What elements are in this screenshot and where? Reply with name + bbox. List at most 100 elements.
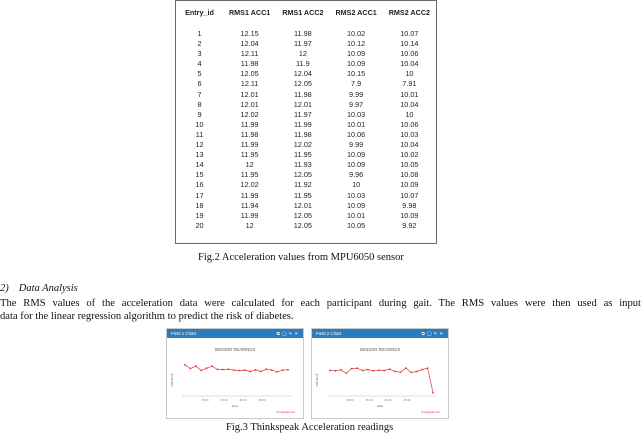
data-point <box>281 369 284 371</box>
data-point <box>265 368 268 371</box>
table-cell: 10.14 <box>400 39 419 49</box>
paragraph-line-1: The RMS values of the acceleration data … <box>0 298 641 309</box>
table-cell: 10.15 <box>346 69 366 79</box>
external-link-icon[interactable]: ⧉ <box>276 331 282 336</box>
table-cell: 10.06 <box>346 129 366 139</box>
panel-header: Field 2 Chart ⧉◯✎✕ <box>312 329 448 338</box>
table-row: 1 12.15 11.98 10.02 10.07 <box>176 29 436 39</box>
table-cell: 10 <box>352 180 361 190</box>
table-cell: 12 <box>245 160 254 170</box>
table-cell: 12.01 <box>293 200 312 210</box>
series-line <box>329 367 434 393</box>
table-cell: 11 <box>195 129 204 139</box>
table-cell: 11.94 <box>240 200 259 210</box>
data-point <box>211 365 213 368</box>
table-cell: 10.09 <box>346 200 366 210</box>
table-cell: 12.11 <box>240 49 259 59</box>
table-cell: 9.97 <box>349 99 364 109</box>
x-tick-label: 15:20 <box>240 398 247 402</box>
chart-title: SENSOR READINGS <box>215 347 256 352</box>
data-point <box>350 367 353 370</box>
table-cell: 2 <box>197 39 202 49</box>
data-point <box>367 368 369 371</box>
table-cell: 20 <box>195 220 204 230</box>
table-cell: 11.93 <box>294 160 312 170</box>
data-point <box>339 368 342 371</box>
table-cell: 12.15 <box>240 29 259 38</box>
section-heading: 2) Data Analysis <box>0 283 78 294</box>
data-point <box>388 368 391 371</box>
table-row: 11 11.98 11.98 10.06 10.03 <box>176 130 436 140</box>
data-point <box>260 370 262 373</box>
column-header: RMS2 ACC2 <box>388 7 431 17</box>
close-icon[interactable]: ✕ <box>294 331 300 336</box>
table-cell: 11.99 <box>240 140 259 150</box>
external-link-icon[interactable]: ⧉ <box>421 331 427 336</box>
table-cell: 12.05 <box>293 79 312 89</box>
table-cell: 11.97 <box>294 39 312 49</box>
data-point <box>410 371 413 374</box>
x-tick-label: 15:20 <box>385 398 392 402</box>
table-header-row: Entry_id RMS1 ACC1 RMS1 ACC2 RMS2 ACC1 RMS2 … <box>176 1 436 23</box>
data-point <box>421 368 424 371</box>
data-point <box>415 370 418 373</box>
table-cell: 18 <box>195 200 204 210</box>
data-point <box>222 368 224 371</box>
table-cell: 13 <box>195 150 204 160</box>
table-cell: 10.06 <box>400 119 419 129</box>
table-cell: 11.95 <box>294 190 312 200</box>
table-cell: 17 <box>195 190 204 200</box>
figure-3-caption: Fig.3 Thinkspeak Acceleration readings <box>226 422 394 433</box>
field-2-line-chart: SENSOR READINGS rms acc2 15:00 15:10 15:20 15… <box>315 347 440 414</box>
data-point <box>356 367 358 370</box>
table-cell: 10.09 <box>346 59 366 69</box>
paragraph-line-2: data for the linear regression algorithm… <box>0 311 294 322</box>
table-cell: 11.9 <box>296 59 310 69</box>
table-cell: 12 <box>195 140 204 150</box>
table-cell: 10.07 <box>400 190 419 200</box>
table-row: 16 12.02 11.92 10 10.09 <box>176 180 436 190</box>
table-cell: 12.05 <box>293 210 312 220</box>
table-cell: 5 <box>197 69 202 79</box>
table-row: 4 11.98 11.9 10.09 10.04 <box>176 59 436 69</box>
data-point <box>227 368 230 371</box>
table-cell: 10.05 <box>400 160 419 170</box>
table-cell: 9.96 <box>349 170 364 180</box>
table-cell: 10.08 <box>400 170 419 180</box>
table-cell: 10.05 <box>346 220 366 230</box>
comment-icon[interactable]: ◯ <box>281 331 289 336</box>
table-row: 7 12.01 11.98 9.99 10.01 <box>176 90 436 100</box>
table-cell: 11.99 <box>240 119 259 129</box>
chart-title: SENSOR READINGS <box>360 347 401 352</box>
table-row: 13 11.95 11.95 10.09 10.02 <box>176 150 436 160</box>
x-axis-label: Date <box>377 404 384 408</box>
acceleration-table-box: Entry_id RMS1 ACC1 RMS1 ACC2 RMS2 ACC1 RMS2 … <box>175 0 437 244</box>
data-point <box>184 364 186 366</box>
data-point <box>377 369 380 371</box>
data-point <box>270 369 273 371</box>
table-cell: 10.09 <box>346 160 366 170</box>
series-line <box>184 364 289 373</box>
table-cell: 7.91 <box>402 79 417 89</box>
table-cell: 10.01 <box>346 210 366 220</box>
table-cell: 7 <box>197 89 202 99</box>
comment-icon[interactable]: ◯ <box>426 331 434 336</box>
field-1-chart-panel: Field 1 Chart ⧉◯✎✕ SENSOR READINGS rms ac… <box>166 328 304 419</box>
table-row: 14 12 11.93 10.09 10.05 <box>176 160 436 170</box>
table-cell: 15 <box>195 170 204 180</box>
table-cell: 12.01 <box>293 99 312 109</box>
table-cell: 11.95 <box>240 150 259 160</box>
edit-icon[interactable]: ✎ <box>433 331 440 336</box>
close-icon[interactable]: ✕ <box>439 331 445 336</box>
table-cell: 11.97 <box>294 109 312 119</box>
table-cell: 11.98 <box>240 129 259 139</box>
data-point <box>372 369 375 372</box>
table-cell: 12.05 <box>293 170 312 180</box>
table-cell: 11.92 <box>294 180 312 190</box>
edit-icon[interactable]: ✎ <box>288 331 295 336</box>
acceleration-table: Entry_id RMS1 ACC1 RMS1 ACC2 RMS2 ACC1 RMS2 … <box>176 1 436 231</box>
column-header: RMS1 ACC1 <box>228 7 271 17</box>
table-cell: 12.02 <box>293 140 312 150</box>
data-point <box>287 368 289 371</box>
data-point <box>243 369 246 371</box>
